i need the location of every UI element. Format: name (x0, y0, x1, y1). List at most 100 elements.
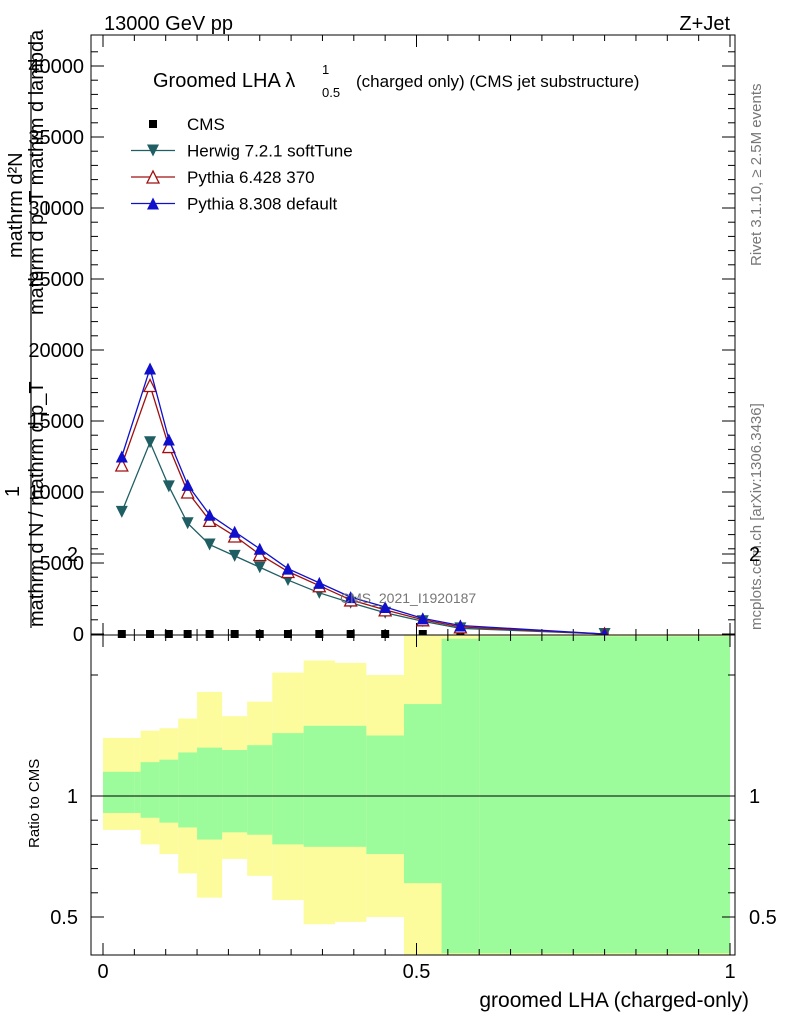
series-point (146, 630, 155, 638)
legend-label: Pythia 6.428 370 (187, 168, 315, 187)
ratio-inner-band (366, 735, 404, 855)
main-y-tick-label: 15000 (28, 411, 84, 433)
series-line (121, 440, 605, 635)
ratio-y-tick-label-right: 1 (749, 786, 760, 808)
rivet-label: Rivet 3.1.10, ≥ 2.5M events (748, 84, 765, 267)
series-point (180, 484, 195, 499)
series-point (313, 576, 326, 589)
series-point (344, 591, 357, 604)
ratio-y-label: Ratio to CMS (26, 759, 43, 848)
ratio-y-ticks: 0.5 0.5 1 1 2 2 (50, 544, 777, 929)
legend-entry: Pythia 6.428 370 (131, 168, 315, 187)
ratio-frame (90, 634, 736, 956)
series-3 (115, 362, 611, 640)
series-point (162, 480, 175, 493)
ratio-y-tick-label: 1 (67, 786, 78, 808)
main-y-tick-label: 20000 (28, 340, 84, 362)
series-point (164, 630, 173, 638)
ratio-bands (103, 635, 730, 955)
series-point (181, 517, 194, 530)
legend-entry: CMS (149, 115, 225, 134)
series-point (205, 630, 214, 638)
main-y-ticks: 0 5000 10000 15000 20000 25000 30000 35000 40000 (28, 35, 735, 646)
series-1 (115, 436, 611, 640)
series-point (117, 630, 126, 638)
watermark: CMS_2021_I1920187 (340, 590, 476, 606)
series-line (121, 383, 605, 635)
series-point (203, 508, 216, 521)
series-point (115, 505, 128, 518)
ratio-inner-band (247, 745, 273, 835)
ratio-inner-band (159, 759, 179, 823)
series-point (346, 630, 355, 638)
series-point (381, 630, 390, 638)
legend-marker (147, 144, 159, 157)
ratio-inner-band (479, 636, 730, 954)
main-y-tick-label: 25000 (28, 269, 84, 291)
ratio-inner-band (272, 733, 304, 845)
legend-label: CMS (187, 115, 225, 134)
main-y-tick-label: 10000 (28, 482, 84, 504)
series-line (121, 366, 605, 635)
legend: CMS Herwig 7.2.1 softTune Pythia 6.428 370… (131, 115, 353, 214)
main-y-tick-label: 0 (73, 624, 84, 646)
ratio-x-ticks: 0 0.5 1 (97, 635, 736, 983)
ratio-inner-band (403, 704, 442, 884)
header-right: Z+Jet (679, 13, 730, 35)
x-tick-label: 0 (97, 961, 108, 983)
series-point (144, 362, 157, 375)
legend-label: Herwig 7.2.1 softTune (187, 142, 353, 161)
main-panel: 0 5000 10000 15000 20000 25000 30000 35000 40000… (2, 29, 736, 646)
title-sup: 1 (322, 62, 329, 77)
ratio-y-tick-label-right: 0.5 (749, 907, 777, 929)
ratio-panel: 0.5 0.51 12 2 0 0.5 1 Ratio to CMS groomed LH… (26, 544, 777, 1012)
x-axis-label: groomed LHA (charged-only) (479, 989, 749, 1012)
ratio-inner-band (197, 747, 223, 840)
legend-entry: Pythia 8.308 default (131, 195, 338, 214)
main-y-label: mathrm d²N mathrm d p_T mathrm d lambda … (2, 29, 48, 628)
ratio-inner-band (222, 750, 248, 833)
series-point (418, 630, 427, 638)
title-main: Groomed LHA λ (153, 70, 295, 92)
legend-entry: Herwig 7.2.1 softTune (131, 142, 353, 161)
series-point (144, 436, 157, 449)
legend-marker (149, 120, 157, 128)
ratio-inner-band (140, 762, 160, 818)
series-point (283, 630, 292, 638)
main-y-tick-label: 5000 (40, 553, 85, 575)
ratio-inner-band (178, 752, 198, 828)
series-point (162, 433, 175, 446)
series-point (454, 619, 467, 632)
ratio-y-tick-label: 0.5 (50, 907, 78, 929)
series-point (228, 525, 241, 538)
legend-marker (147, 197, 159, 210)
title-suffix: (charged only) (CMS jet substructure) (356, 72, 639, 91)
series-point (115, 450, 128, 463)
ratio-inner-band (303, 725, 335, 847)
main-y-tick-label: 40000 (28, 56, 84, 78)
series-point (114, 457, 129, 472)
series-point (142, 378, 158, 393)
series-point (255, 630, 264, 638)
series-point (315, 630, 324, 638)
title-sub: 0.5 (322, 85, 340, 100)
series-point (253, 542, 266, 555)
x-tick-label: 0.5 (403, 961, 431, 983)
series-point (228, 549, 241, 562)
legend-marker (145, 169, 161, 184)
main-series (114, 362, 612, 641)
series-point (230, 630, 239, 638)
main-y-tick-label: 30000 (28, 198, 84, 220)
x-tick-label: 1 (724, 961, 735, 983)
mcplots-label: mcplots.cern.ch [arXiv:1306.3436] (748, 403, 765, 630)
header-left: 13000 GeV pp (104, 13, 233, 35)
ylabel-numerator: mathrm d²N (5, 152, 27, 258)
series-point (379, 601, 392, 614)
ylabel-prefix-den: mathrm d N / mathrm d p_T (26, 381, 48, 627)
series-point (183, 630, 192, 638)
series-point (203, 538, 216, 551)
ratio-y-tick-label-right: 2 (749, 544, 760, 566)
plot-title: Groomed LHA λ 1 0.5 (charged only) (CMS … (153, 62, 639, 100)
ylabel-prefix-num: 1 (2, 486, 24, 497)
